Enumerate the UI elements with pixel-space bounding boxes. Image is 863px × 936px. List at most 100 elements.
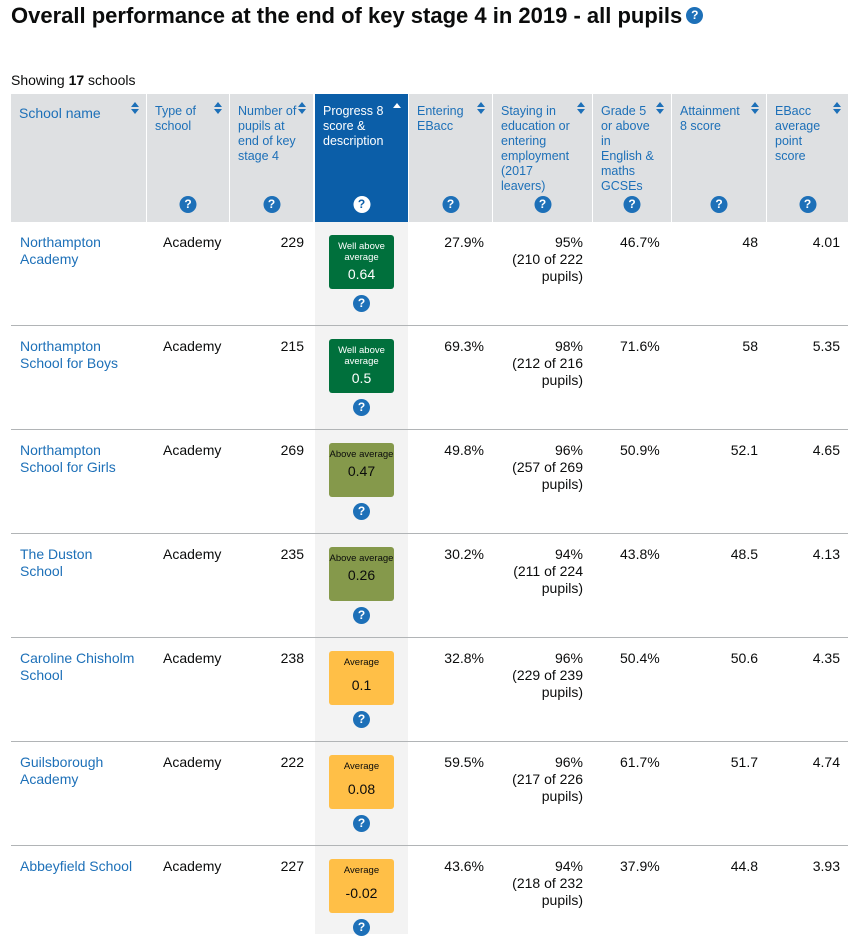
sort-icon: [751, 102, 759, 114]
ebacc-aps-value: 5.35: [812, 338, 840, 354]
school-name-link[interactable]: Caroline Chisholm School: [20, 650, 135, 683]
staying-percentage: 98%: [554, 338, 583, 354]
progress-8-description: Well above average: [338, 345, 385, 367]
question-mark-icon[interactable]: ?: [179, 196, 197, 213]
school-type: Academy: [163, 754, 222, 770]
staying-percentage: 96%: [554, 650, 583, 666]
entering-ebacc-value: 32.8%: [444, 650, 484, 666]
staying-percentage: 96%: [554, 754, 583, 770]
staying-in-education-value: 96% (257 of 269 pupils): [500, 442, 583, 493]
pupil-count: 222: [280, 754, 304, 770]
pupil-count: 235: [280, 546, 304, 562]
grade-5-value: 61.7%: [620, 754, 660, 770]
results-count: Showing 17 schools: [11, 72, 136, 88]
school-type: Academy: [163, 650, 222, 666]
school-name-link[interactable]: The Duston School: [20, 546, 93, 579]
question-mark-icon[interactable]: ?: [710, 196, 728, 213]
sort-icon: [577, 102, 585, 114]
question-mark-icon[interactable]: ?: [353, 399, 370, 416]
entering-ebacc-value: 59.5%: [444, 754, 484, 770]
column-header-type-of-school[interactable]: Type of school ?: [147, 94, 229, 222]
row-divider: [11, 429, 848, 430]
pupil-count: 229: [280, 234, 304, 250]
ebacc-aps-value: 3.93: [812, 858, 840, 874]
entering-ebacc-value: 43.6%: [444, 858, 484, 874]
results-count-prefix: Showing: [11, 72, 69, 88]
progress-8-badge: Above average 0.26: [329, 547, 394, 601]
question-mark-icon[interactable]: ?: [353, 607, 370, 624]
staying-detail: (218 of 232 pupils): [512, 875, 583, 908]
row-divider: [11, 325, 848, 326]
question-mark-icon[interactable]: ?: [623, 196, 641, 213]
column-header-attainment-8[interactable]: Attainment 8 score ?: [672, 94, 766, 222]
pupil-count: 269: [280, 442, 304, 458]
staying-percentage: 94%: [554, 858, 583, 874]
row-divider: [11, 637, 848, 638]
staying-percentage: 96%: [554, 442, 583, 458]
progress-8-badge: Average 0.1: [329, 651, 394, 705]
ebacc-aps-value: 4.13: [812, 546, 840, 562]
staying-detail: (257 of 269 pupils): [512, 459, 583, 492]
question-mark-icon[interactable]: ?: [534, 196, 551, 213]
column-label: Entering EBacc: [417, 104, 464, 133]
pupil-count: 238: [280, 650, 304, 666]
progress-8-description: Well above average: [338, 241, 385, 263]
column-header-grade-5[interactable]: Grade 5 or above in English & maths GCSE…: [593, 94, 671, 222]
progress-8-description: Average: [343, 657, 380, 668]
question-mark-icon[interactable]: ?: [353, 196, 370, 213]
progress-8-badge: Average -0.02: [329, 859, 394, 913]
question-mark-icon[interactable]: ?: [799, 196, 816, 213]
column-label: Type of school: [155, 104, 196, 133]
column-header-staying-in-education[interactable]: Staying in education or entering employm…: [493, 94, 592, 222]
column-label: Grade 5 or above in English & maths GCSE…: [601, 104, 654, 193]
grade-5-value: 43.8%: [620, 546, 660, 562]
entering-ebacc-value: 27.9%: [444, 234, 484, 250]
question-mark-icon[interactable]: ?: [442, 196, 459, 213]
column-header-entering-ebacc[interactable]: Entering EBacc ?: [409, 94, 492, 222]
grade-5-value: 46.7%: [620, 234, 660, 250]
sort-ascending-icon: [393, 103, 401, 108]
row-divider: [11, 845, 848, 846]
ebacc-aps-value: 4.01: [812, 234, 840, 250]
staying-percentage: 94%: [554, 546, 583, 562]
staying-detail: (229 of 239 pupils): [512, 667, 583, 700]
attainment-8-value: 51.7: [730, 754, 758, 770]
progress-8-score: 0.47: [347, 463, 376, 479]
school-name-link[interactable]: Abbeyfield School: [20, 858, 133, 874]
staying-in-education-value: 96% (217 of 226 pupils): [500, 754, 583, 805]
staying-in-education-value: 96% (229 of 239 pupils): [500, 650, 583, 701]
question-mark-icon[interactable]: ?: [353, 711, 370, 728]
school-name-link[interactable]: Northampton School for Girls: [20, 442, 116, 475]
question-mark-icon[interactable]: ?: [353, 295, 370, 312]
pupil-count: 227: [280, 858, 304, 874]
school-name-link[interactable]: Northampton School for Boys: [20, 338, 119, 371]
school-type: Academy: [163, 546, 222, 562]
sort-icon: [131, 102, 139, 114]
staying-detail: (212 of 216 pupils): [512, 355, 583, 388]
column-header-progress-8[interactable]: Progress 8 score & description ?: [315, 94, 408, 222]
progress-8-description: Above average: [329, 553, 394, 564]
grade-5-value: 37.9%: [620, 858, 660, 874]
school-name-link[interactable]: Guilsborough Academy: [20, 754, 104, 787]
question-mark-icon[interactable]: ?: [686, 6, 704, 24]
column-header-school-name[interactable]: School name: [11, 94, 146, 222]
school-type: Academy: [163, 858, 222, 874]
column-label: EBacc average point score: [775, 104, 821, 163]
sort-icon: [833, 102, 841, 114]
column-label: Number of pupils at end of key stage 4: [238, 104, 297, 163]
sort-icon: [656, 102, 664, 114]
question-mark-icon[interactable]: ?: [353, 815, 370, 832]
column-label: Staying in education or entering employm…: [501, 104, 570, 193]
page-title: Overall performance at the end of key st…: [11, 4, 704, 28]
attainment-8-value: 44.8: [730, 858, 758, 874]
progress-8-score: 0.64: [347, 266, 376, 282]
question-mark-icon[interactable]: ?: [353, 919, 370, 936]
column-header-ebacc-aps[interactable]: EBacc average point score ?: [767, 94, 848, 222]
school-name-link[interactable]: Northampton Academy: [20, 234, 101, 267]
sort-icon: [477, 102, 485, 114]
question-mark-icon[interactable]: ?: [353, 503, 370, 520]
question-mark-icon[interactable]: ?: [263, 196, 280, 213]
school-type: Academy: [163, 338, 222, 354]
staying-detail: (211 of 224 pupils): [513, 563, 583, 596]
column-header-number-of-pupils[interactable]: Number of pupils at end of key stage 4 ?: [230, 94, 313, 222]
